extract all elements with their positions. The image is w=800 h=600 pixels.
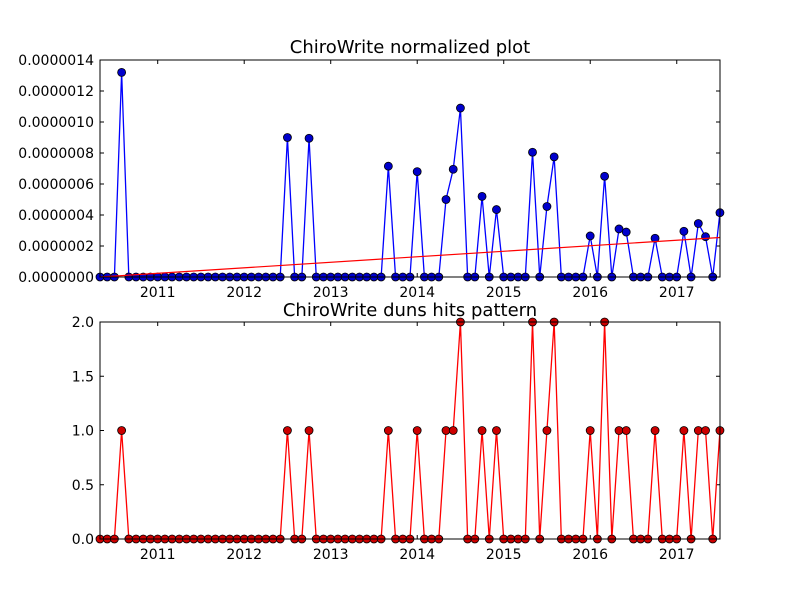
data-point [448,426,458,435]
x-tick-label: 2012 [226,547,262,563]
data-point [614,426,624,435]
data-point [614,224,624,234]
chart-title: ChiroWrite duns hits pattern [283,300,537,321]
data-point [412,167,422,177]
axes-frame [99,59,721,278]
data-point [117,426,127,435]
data-point [585,426,595,435]
data-point [448,164,458,174]
chart-title: ChiroWrite normalized plot [290,37,530,58]
data-point [679,226,689,236]
x-tick-label: 2014 [399,285,435,301]
x-tick-label: 2013 [313,285,349,301]
y-tick-label: 0.0000006 [18,177,94,193]
data-point [621,227,631,237]
tick-layer: 0.0 0.5 1.0 1.5 2.0 2011 2012 2013 2014 2015 2016 2… [72,315,720,563]
data-point [492,205,501,214]
data-point [585,231,595,241]
data-point [383,426,393,435]
trend-line [99,236,721,278]
data-point [456,103,465,113]
y-tick-label: 0.0000000 [18,270,94,286]
data-point [701,232,710,242]
series-line [100,72,721,278]
data-point [412,426,422,435]
y-tick-label: 1.5 [72,369,94,385]
x-tick-label: 2012 [226,285,262,301]
data-point [383,161,393,171]
y-tick-label: 0.0000002 [18,239,94,255]
x-tick-label: 2011 [140,547,176,563]
data-point [528,147,537,157]
y-tick-label: 0.0000010 [18,115,94,131]
data-point [283,133,292,142]
data-point [117,68,127,77]
x-tick-label: 2015 [486,285,522,301]
data-point [549,152,559,162]
plot-area [95,317,725,544]
data-point [701,426,710,435]
y-tick-label: 0.5 [72,478,94,494]
data-point [679,426,689,435]
axes-frame [99,321,721,540]
plot-area [95,68,725,282]
data-point [304,133,314,143]
data-point [492,426,501,435]
data-point [477,426,487,435]
y-tick-label: 0.0 [72,532,94,548]
x-tick-label: 2015 [486,547,522,563]
data-point [693,426,703,435]
data-point [304,426,314,435]
x-tick-label: 2016 [572,285,608,301]
x-tick-label: 2011 [140,285,176,301]
x-tick-label: 2017 [659,285,695,301]
subplot-normalized: ChiroWrite normalized plot 0.00000000.00… [18,37,725,301]
data-point [650,426,660,435]
data-point [477,191,487,201]
y-tick-label: 0.0000014 [18,53,94,69]
data-point [621,426,631,435]
y-tick-label: 1.0 [72,424,94,440]
y-tick-label: 2.0 [72,315,94,331]
data-point [542,202,552,211]
x-tick-label: 2016 [572,547,608,563]
data-point [441,426,451,435]
data-point [283,426,292,435]
subplot-duns-hits: ChiroWrite duns hits pattern 0.0 0.5 1.0 1.… [72,300,725,563]
tick-layer: 0.0000000 0.0000002 0.0000004 0.0000006 0.00… [18,53,720,301]
data-point [441,195,451,204]
y-tick-label: 0.0000004 [18,208,94,224]
data-point [600,171,610,181]
y-tick-label: 0.0000012 [18,84,94,100]
data-point [693,219,703,228]
x-tick-label: 2014 [399,547,435,563]
y-tick-label: 0.0000008 [18,146,94,162]
x-tick-label: 2013 [313,547,349,563]
data-point [542,426,552,435]
x-tick-label: 2017 [659,547,695,563]
data-point [650,233,660,243]
